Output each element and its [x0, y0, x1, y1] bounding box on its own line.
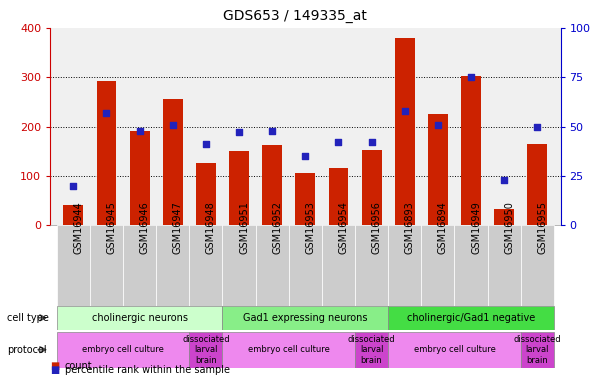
Bar	[428, 114, 448, 225]
Point	[533, 124, 542, 130]
Bar	[90, 225, 123, 306]
Bar	[487, 225, 521, 306]
Bar	[189, 332, 222, 368]
Point	[68, 183, 78, 189]
Bar	[222, 332, 355, 368]
Text: protocol: protocol	[7, 345, 47, 355]
Bar	[189, 225, 222, 306]
Bar	[289, 225, 322, 306]
Bar	[255, 225, 289, 306]
Bar	[130, 132, 150, 225]
Point	[466, 74, 476, 80]
Text: GSM16955: GSM16955	[537, 201, 548, 254]
Bar	[521, 332, 554, 368]
Point	[168, 122, 178, 128]
Text: GSM16946: GSM16946	[140, 201, 150, 254]
Bar	[57, 332, 189, 368]
Point	[334, 140, 343, 146]
Bar	[296, 173, 315, 225]
Point	[500, 177, 509, 183]
Text: dissociated
larval
brain: dissociated larval brain	[182, 335, 230, 364]
Bar	[63, 206, 83, 225]
Text: embryo cell culture: embryo cell culture	[414, 345, 496, 354]
Bar	[57, 306, 222, 330]
Text: GSM16947: GSM16947	[173, 201, 183, 254]
Text: GSM16956: GSM16956	[372, 201, 382, 254]
Bar	[355, 225, 388, 306]
Bar	[421, 225, 454, 306]
Text: dissociated
larval
brain: dissociated larval brain	[513, 335, 561, 364]
Point	[234, 129, 244, 135]
Bar	[97, 81, 116, 225]
Bar	[388, 332, 521, 368]
Text: cell type: cell type	[7, 313, 49, 323]
Bar	[494, 209, 514, 225]
Bar	[388, 306, 554, 330]
Bar	[355, 332, 388, 368]
Point	[101, 110, 111, 116]
Text: percentile rank within the sample: percentile rank within the sample	[65, 365, 230, 375]
Text: GSM16945: GSM16945	[106, 201, 116, 254]
Text: GSM16894: GSM16894	[438, 201, 448, 254]
Text: embryo cell culture: embryo cell culture	[82, 345, 164, 354]
Bar	[329, 168, 349, 225]
Point	[400, 108, 409, 114]
Text: ■: ■	[50, 361, 60, 371]
Text: cholinergic/Gad1 negative: cholinergic/Gad1 negative	[407, 313, 535, 323]
Text: GSM16944: GSM16944	[73, 201, 83, 254]
Text: GSM16953: GSM16953	[306, 201, 315, 254]
Text: embryo cell culture: embryo cell culture	[248, 345, 330, 354]
Text: GDS653 / 149335_at: GDS653 / 149335_at	[223, 9, 367, 23]
Bar	[222, 306, 388, 330]
Text: dissociated
larval
brain: dissociated larval brain	[348, 335, 395, 364]
Bar	[454, 225, 487, 306]
Text: GSM16952: GSM16952	[272, 201, 282, 254]
Bar	[156, 225, 189, 306]
Bar	[229, 151, 249, 225]
Text: GSM16951: GSM16951	[239, 201, 249, 254]
Bar	[123, 225, 156, 306]
Text: GSM16949: GSM16949	[471, 201, 481, 254]
Bar	[521, 225, 554, 306]
Text: GSM16954: GSM16954	[339, 201, 349, 254]
Text: GSM16893: GSM16893	[405, 201, 415, 254]
Bar	[461, 76, 481, 225]
Bar	[322, 225, 355, 306]
Point	[135, 128, 145, 134]
Point	[301, 153, 310, 159]
Point	[433, 122, 442, 128]
Point	[267, 128, 277, 134]
Bar	[222, 225, 255, 306]
Bar	[527, 144, 548, 225]
Bar	[362, 150, 382, 225]
Point	[367, 140, 376, 146]
Text: count: count	[65, 361, 93, 371]
Text: Gad1 expressing neurons: Gad1 expressing neurons	[243, 313, 368, 323]
Bar	[388, 225, 421, 306]
Text: GSM16948: GSM16948	[206, 201, 216, 254]
Bar	[262, 145, 282, 225]
Text: GSM16950: GSM16950	[504, 201, 514, 254]
Text: ■: ■	[50, 365, 60, 375]
Bar	[196, 164, 216, 225]
Bar	[57, 225, 90, 306]
Bar	[395, 38, 415, 225]
Text: cholinergic neurons: cholinergic neurons	[91, 313, 188, 323]
Point	[201, 141, 211, 147]
Bar	[163, 99, 183, 225]
